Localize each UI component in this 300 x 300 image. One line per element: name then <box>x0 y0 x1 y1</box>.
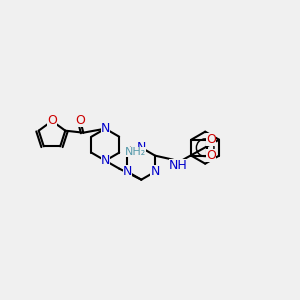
Text: O: O <box>47 115 57 128</box>
Text: N: N <box>100 122 110 135</box>
Text: O: O <box>75 114 85 127</box>
Text: N: N <box>123 165 132 178</box>
Text: O: O <box>206 149 216 162</box>
Text: N: N <box>100 154 110 167</box>
Text: N: N <box>136 141 146 154</box>
Text: NH: NH <box>169 159 188 172</box>
Text: O: O <box>206 133 216 146</box>
Text: N: N <box>151 165 160 178</box>
Text: NH₂: NH₂ <box>125 147 146 157</box>
